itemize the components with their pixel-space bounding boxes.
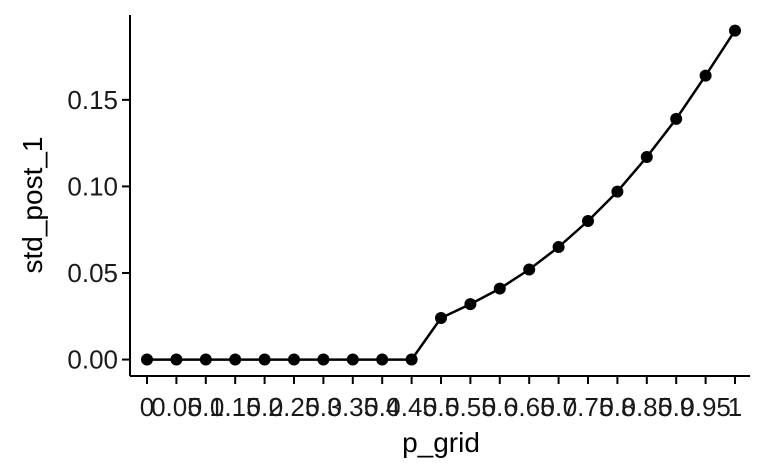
data-point bbox=[346, 353, 359, 366]
x-tick-label: 0.3 bbox=[305, 392, 341, 422]
x-tick-label: 0.2 bbox=[247, 392, 283, 422]
x-tick-label: 0.5 bbox=[423, 392, 459, 422]
data-point bbox=[640, 150, 653, 163]
x-axis-title: p_grid bbox=[402, 427, 480, 458]
y-tick-label: 0.05 bbox=[67, 258, 118, 288]
plot-area: 0.000.050.100.15 00.050.10.150.20.250.30… bbox=[67, 15, 750, 422]
x-tick-label: 1 bbox=[728, 392, 742, 422]
data-point bbox=[699, 69, 712, 82]
data-point bbox=[611, 185, 624, 198]
x-tick-label: 0.95 bbox=[680, 392, 731, 422]
x-tick-label: 0.4 bbox=[364, 392, 400, 422]
data-point bbox=[288, 353, 300, 366]
x-tick-label: 0.05 bbox=[151, 392, 202, 422]
y-tick-label: 0.00 bbox=[67, 345, 118, 375]
x-tick-label: 0.55 bbox=[445, 392, 496, 422]
x-tick-label: 0.35 bbox=[327, 392, 378, 422]
series-layer bbox=[141, 24, 741, 366]
series-line bbox=[147, 29, 737, 361]
data-point bbox=[582, 215, 594, 228]
x-tick-label: 0.65 bbox=[504, 392, 555, 422]
y-tick-label: 0.10 bbox=[67, 171, 118, 201]
x-tick-label: 0.7 bbox=[541, 392, 577, 422]
y-axis-ticks: 0.00 0.05 0.10 0.15 bbox=[67, 85, 130, 375]
x-axis-ticks: 00.050.10.150.20.250.30.350.40.450.50.55… bbox=[140, 376, 742, 422]
data-point bbox=[729, 24, 741, 37]
x-tick-label: 0.1 bbox=[188, 392, 224, 422]
data-point bbox=[229, 353, 242, 366]
data-point bbox=[405, 353, 418, 366]
x-tick-label: 0.25 bbox=[269, 392, 320, 422]
x-tick-label: 0.6 bbox=[482, 392, 518, 422]
data-point bbox=[464, 298, 477, 311]
x-tick-label: 0.15 bbox=[210, 392, 261, 422]
x-tick-label: 0.45 bbox=[386, 392, 437, 422]
x-tick-label: 0.75 bbox=[563, 392, 614, 422]
data-point bbox=[435, 311, 447, 324]
data-point bbox=[141, 353, 153, 366]
x-tick-label: 0.9 bbox=[658, 392, 694, 422]
data-point bbox=[170, 353, 183, 366]
y-tick-label: 0.15 bbox=[67, 85, 118, 115]
y-axis-title: std_post_1 bbox=[17, 137, 48, 274]
data-point bbox=[376, 353, 389, 366]
x-tick-label: 0.8 bbox=[599, 392, 635, 422]
data-point bbox=[258, 353, 271, 366]
x-tick-label: 0.85 bbox=[621, 392, 672, 422]
data-point bbox=[552, 241, 565, 254]
x-tick-label: 0 bbox=[140, 392, 154, 422]
data-point bbox=[670, 112, 683, 125]
data-point bbox=[317, 353, 330, 366]
data-point bbox=[523, 263, 536, 276]
data-point bbox=[493, 282, 506, 295]
data-point bbox=[199, 353, 212, 366]
